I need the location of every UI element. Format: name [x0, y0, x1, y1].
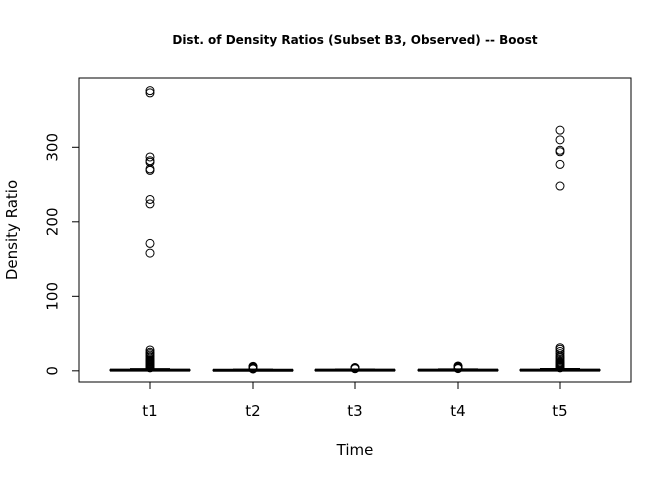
- outlier-point: [145, 347, 155, 357]
- outlier-point: [145, 248, 155, 258]
- outlier-point: [145, 199, 155, 209]
- box-t4: [417, 361, 499, 374]
- outlier-point: [555, 349, 565, 359]
- x-axis: t1 t2 t3 t4 t5: [142, 381, 568, 420]
- box-t1: [109, 86, 191, 373]
- x-tick-label: t2: [245, 402, 260, 420]
- outlier-point: [555, 135, 565, 145]
- outlier-point: [555, 159, 565, 169]
- outlier-point: [555, 181, 565, 191]
- x-tick-label: t5: [552, 402, 567, 420]
- y-tick-label: 300: [43, 133, 61, 162]
- outlier-point: [453, 361, 463, 371]
- y-tick-label: 100: [43, 282, 61, 311]
- outlier-point: [145, 238, 155, 248]
- outlier-point: [555, 343, 565, 353]
- outlier-point: [555, 145, 565, 155]
- outlier-point: [145, 156, 155, 166]
- outlier-point: [145, 345, 155, 355]
- chart-title: Dist. of Density Ratios (Subset B3, Obse…: [172, 33, 538, 47]
- y-axis-label: Density Ratio: [3, 180, 21, 280]
- box-t2: [212, 361, 294, 374]
- plot-frame: [78, 77, 632, 383]
- y-tick-label: 200: [43, 207, 61, 236]
- x-axis-label: Time: [336, 441, 374, 459]
- outlier-point: [145, 152, 155, 162]
- outlier-point: [145, 86, 155, 96]
- outlier-point: [555, 125, 565, 135]
- y-axis: 0 100 200 300: [43, 133, 80, 376]
- outlier-point: [555, 346, 565, 356]
- x-tick-label: t3: [347, 402, 362, 420]
- outlier-point: [248, 361, 258, 371]
- box-t3: [314, 363, 396, 374]
- outlier-point: [145, 194, 155, 204]
- box-t5: [519, 125, 601, 373]
- outlier-point: [350, 363, 360, 373]
- x-tick-label: t4: [450, 402, 465, 420]
- boxes-layer: [109, 86, 601, 374]
- outlier-point: [145, 88, 155, 98]
- y-tick-label: 0: [43, 366, 61, 376]
- x-tick-label: t1: [142, 402, 157, 420]
